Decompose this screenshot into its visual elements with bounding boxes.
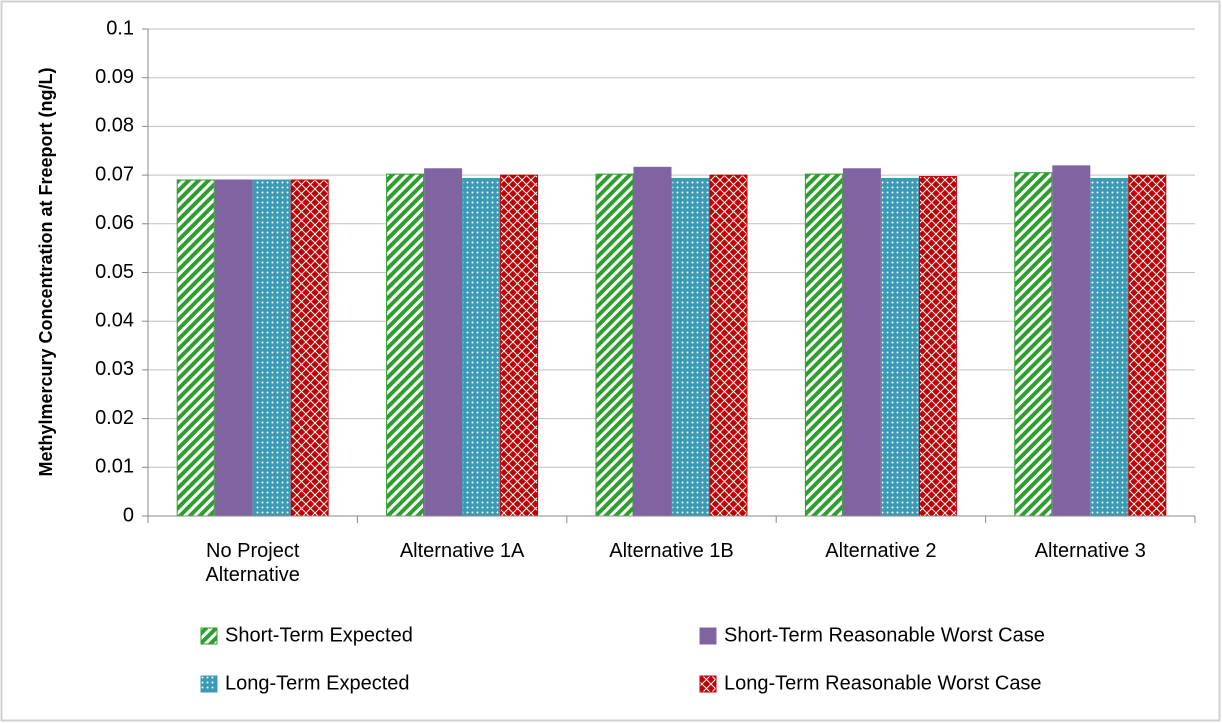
y-tick-label: 0.04: [95, 309, 134, 331]
x-tick-label: Alternative 3: [1034, 540, 1146, 562]
legend-label: Short-Term Expected: [225, 624, 413, 646]
bar: [1014, 172, 1053, 517]
y-tick-label: 0.06: [95, 212, 134, 234]
legend-label: Long-Term Reasonable Worst Case: [724, 672, 1042, 694]
bar: [804, 173, 843, 517]
y-tick-label: 0.07: [95, 163, 134, 185]
y-tick-label: 0.09: [95, 66, 134, 88]
y-tick-label: 0: [123, 504, 134, 526]
y-tick-label: 0.02: [95, 407, 134, 429]
x-tick-label: Alternative 1A: [399, 540, 525, 562]
x-tick-label: Alternative 2: [825, 540, 937, 562]
bar: [633, 166, 672, 517]
bar: [500, 174, 539, 517]
x-tick-label: Alternative 1B: [609, 540, 734, 562]
y-tick-label: 0.1: [106, 17, 134, 39]
bar: [214, 179, 253, 517]
legend-swatch: [200, 675, 218, 693]
legend-swatch: [200, 627, 218, 645]
bar: [424, 168, 463, 517]
bar: [1090, 178, 1129, 517]
bar: [1052, 165, 1091, 517]
bar: [1128, 174, 1167, 517]
bar: [842, 168, 881, 517]
bar: [671, 178, 710, 517]
legend-swatch: [699, 627, 717, 645]
bar: [709, 174, 748, 517]
y-tick-label: 0.05: [95, 261, 134, 283]
y-axis-label: Methylmercury Concentration at Freeport …: [36, 67, 56, 476]
bar: [880, 178, 919, 517]
bar: [595, 173, 634, 517]
legend-label: Short-Term Reasonable Worst Case: [724, 624, 1045, 646]
y-tick-label: 0.03: [95, 358, 134, 380]
y-tick-label: 0.01: [95, 456, 134, 478]
bar: [176, 179, 215, 517]
x-tick-label: No Project Alternative: [205, 540, 300, 586]
bar: [386, 173, 425, 517]
bar: [918, 176, 957, 517]
bar: [462, 178, 501, 517]
legend-swatch: [699, 675, 717, 693]
bar: [252, 179, 291, 517]
bar: [290, 179, 329, 517]
legend-label: Long-Term Expected: [225, 672, 410, 694]
y-tick-label: 0.08: [95, 115, 134, 137]
